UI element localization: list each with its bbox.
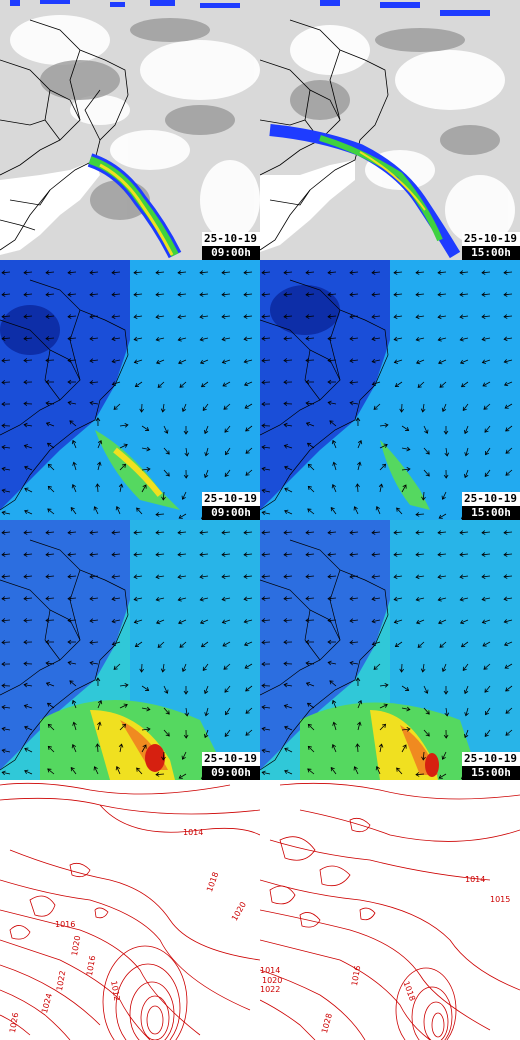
timestamp-box: 25-10-19 09:00h: [202, 492, 260, 520]
timestamp-box: 25-10-19 15:00h: [462, 492, 520, 520]
isobar-label: 1022: [260, 985, 281, 994]
satellite-panel-1500[interactable]: 25-10-19 15:00h: [260, 0, 520, 260]
wind-panel-lower-0900[interactable]: 25-10-19 09:00h: [0, 520, 260, 780]
satellite-panel-0900[interactable]: 25-10-19 09:00h: [0, 0, 260, 260]
wind-panel-upper-1500[interactable]: 25-10-19 15:00h: [260, 260, 520, 520]
date-label: 25-10-19: [462, 492, 520, 506]
isobar-map: [260, 782, 520, 1040]
time-label: 15:00h: [462, 246, 520, 260]
satellite-map: [0, 0, 260, 260]
date-label: 25-10-19: [202, 492, 260, 506]
timestamp-box: 25-10-19 09:00h: [202, 232, 260, 260]
time-label: 09:00h: [202, 506, 260, 520]
timestamp-box: 25-10-19 15:00h: [462, 232, 520, 260]
isobar-label: 1020: [262, 976, 283, 985]
wind-map: [0, 520, 260, 780]
timestamp-box: 25-10-19 09:00h: [202, 752, 260, 780]
date-label: 25-10-19: [462, 752, 520, 766]
isobar-label: 1014: [465, 875, 486, 884]
date-label: 25-10-19: [462, 232, 520, 246]
pressure-panel-right[interactable]: 1014 1015 1016 1014 1022 1020 1028 1018: [260, 780, 520, 1040]
satellite-map: [260, 0, 520, 260]
isobar-label: 1014: [260, 966, 281, 975]
date-label: 25-10-19: [202, 232, 260, 246]
time-label: 09:00h: [202, 246, 260, 260]
pressure-panel-left[interactable]: 1014 1016 1018 1020 1016 1022 1024 1012 …: [0, 780, 260, 1040]
time-label: 15:00h: [462, 766, 520, 780]
wind-map: [260, 520, 520, 780]
isobar-map: [0, 782, 260, 1040]
isobar-label: 1015: [490, 895, 511, 904]
time-label: 15:00h: [462, 506, 520, 520]
wind-panel-upper-0900[interactable]: 25-10-19 09:00h: [0, 260, 260, 520]
wind-map: [260, 260, 520, 520]
isobar-label: 1016: [55, 920, 76, 929]
timestamp-box: 25-10-19 15:00h: [462, 752, 520, 780]
date-label: 25-10-19: [202, 752, 260, 766]
time-label: 09:00h: [202, 766, 260, 780]
isobar-label: 1014: [183, 828, 204, 837]
wind-map: [0, 260, 260, 520]
wind-panel-lower-1500[interactable]: 25-10-19 15:00h: [260, 520, 520, 780]
